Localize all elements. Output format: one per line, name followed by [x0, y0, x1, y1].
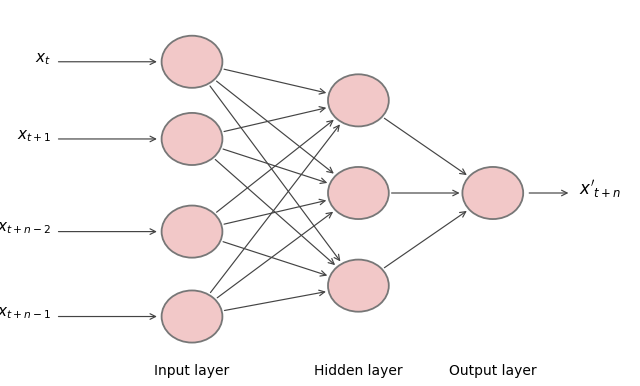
Text: Hidden layer: Hidden layer — [314, 364, 403, 378]
Ellipse shape — [463, 167, 524, 219]
Ellipse shape — [161, 290, 223, 343]
Text: $x_{t+1}$: $x_{t+1}$ — [17, 128, 51, 144]
Ellipse shape — [161, 36, 223, 88]
Ellipse shape — [328, 259, 389, 312]
Text: $x'_{t+n}$: $x'_{t+n}$ — [579, 178, 621, 200]
Ellipse shape — [328, 74, 389, 127]
Text: $x_t$: $x_t$ — [35, 51, 51, 66]
Text: Input layer: Input layer — [154, 364, 230, 378]
Ellipse shape — [161, 113, 223, 165]
Ellipse shape — [161, 205, 223, 258]
Text: $x_{t+n-1}$: $x_{t+n-1}$ — [0, 306, 51, 321]
Text: Output layer: Output layer — [449, 364, 536, 378]
Text: $x_{t+n-2}$: $x_{t+n-2}$ — [0, 221, 51, 236]
Ellipse shape — [328, 167, 389, 219]
